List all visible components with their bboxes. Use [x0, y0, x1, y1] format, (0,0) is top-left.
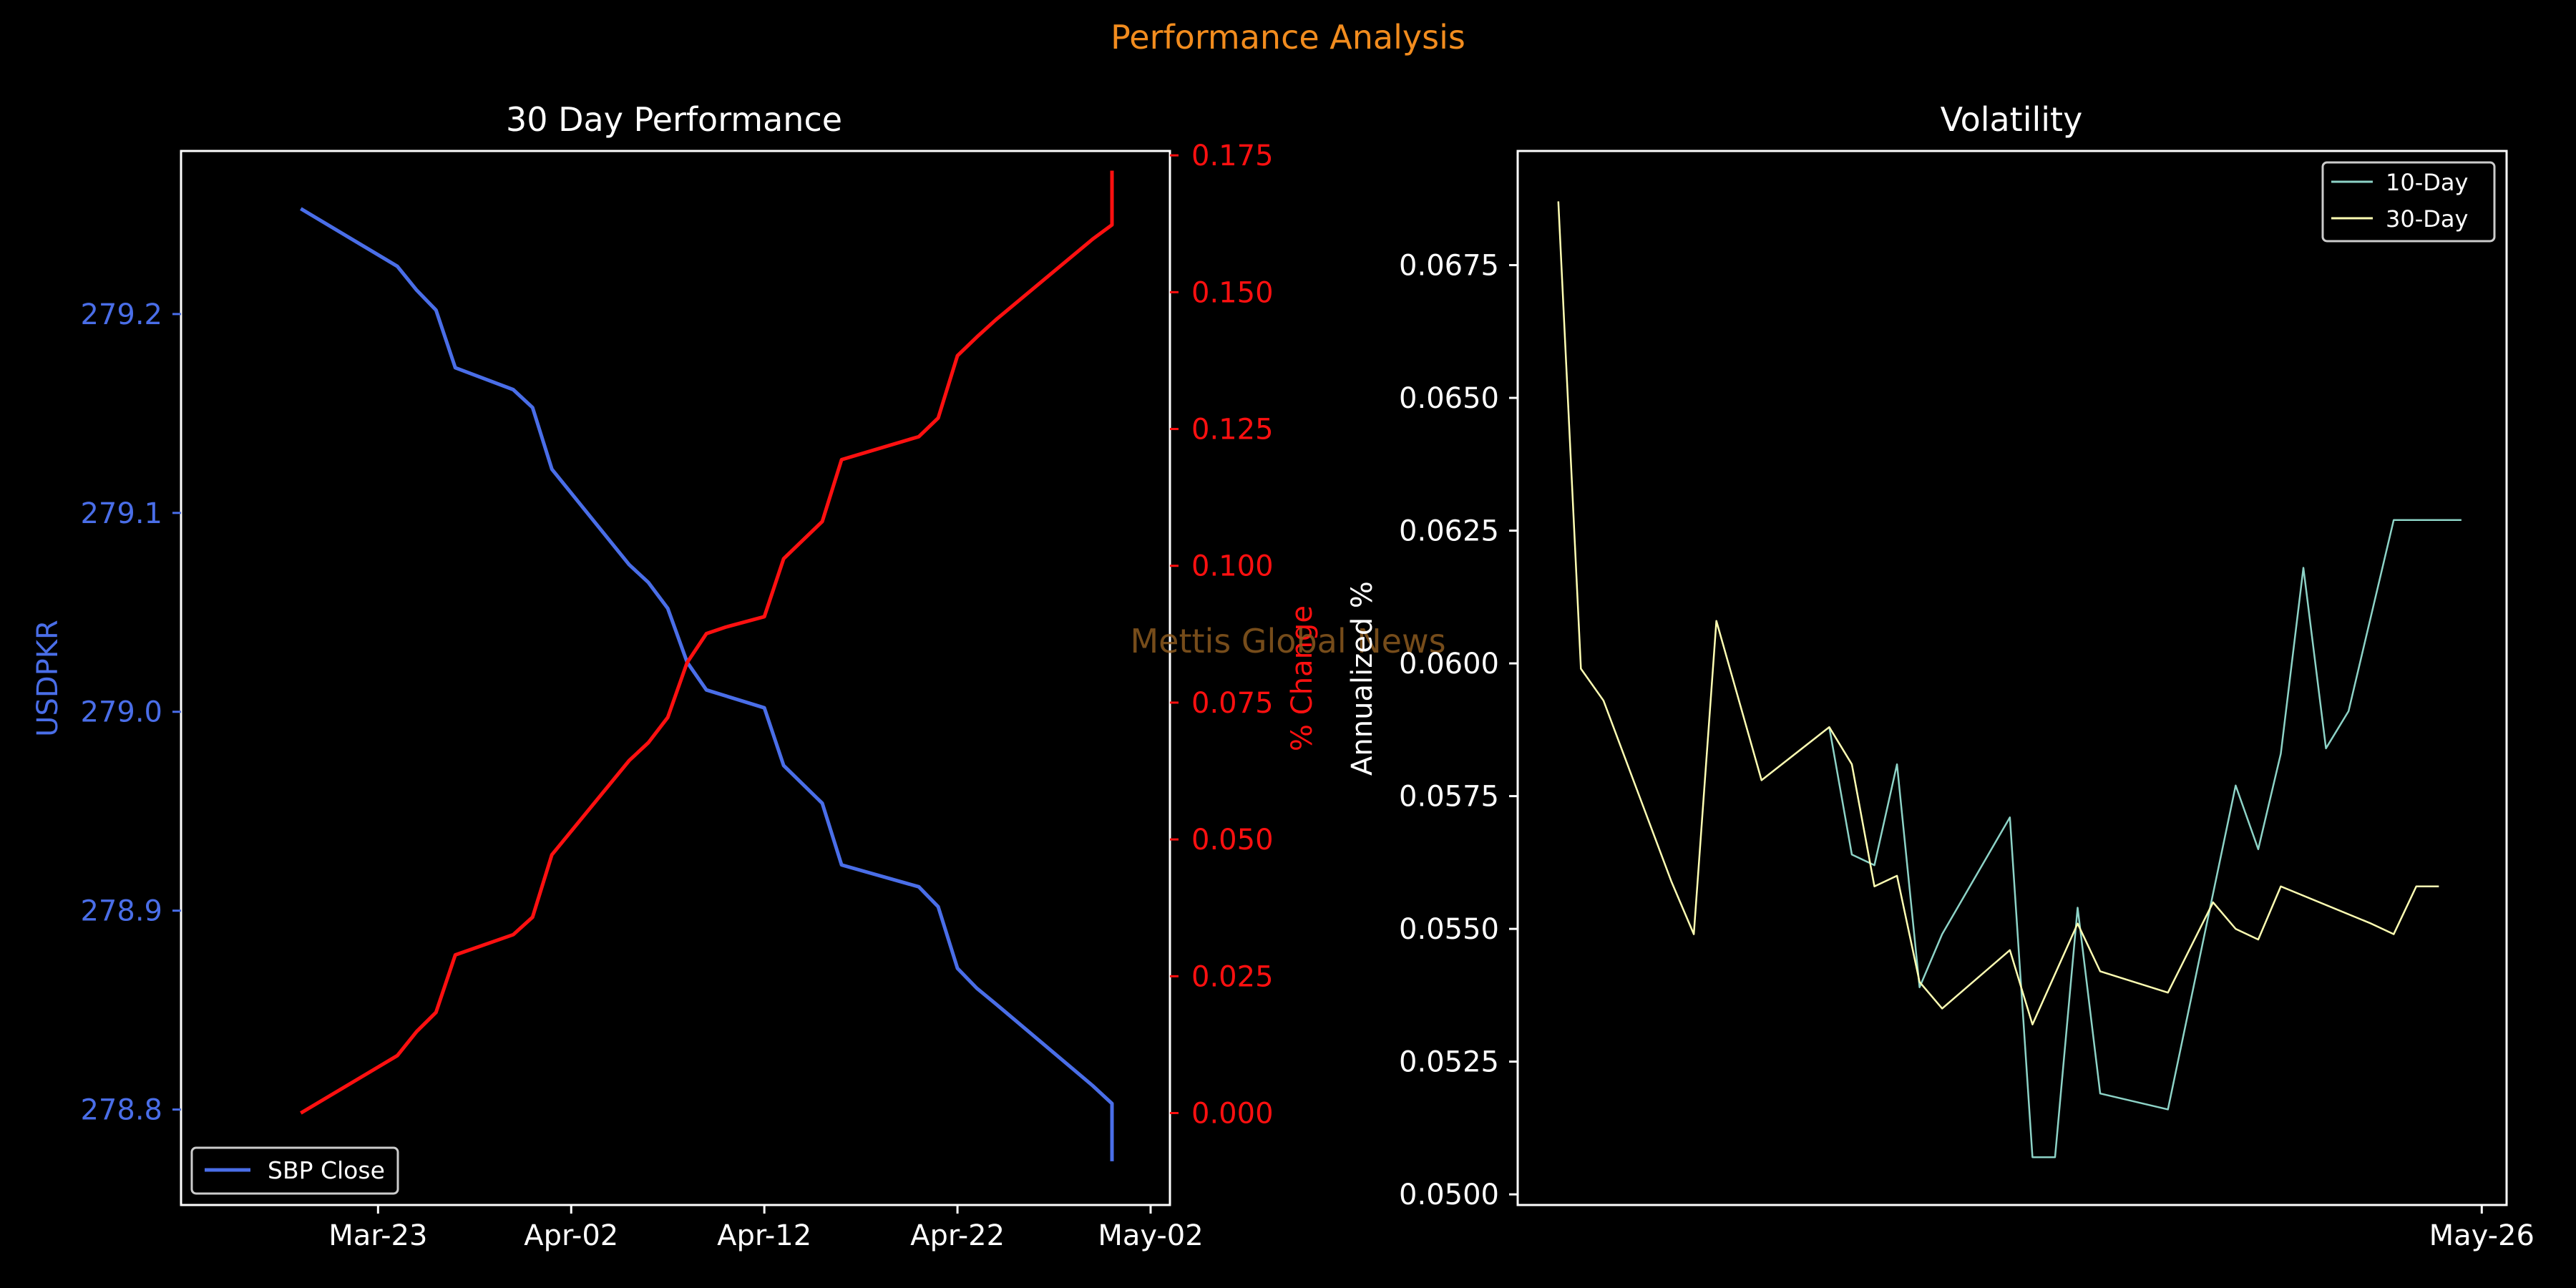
- thirty-day-volatility-line: [1557, 201, 2439, 1025]
- volatility-y-axis: 0.0500 0.0525 0.0550 0.0575 0.0600 0.0625 0.06…: [1399, 250, 1518, 1211]
- right-tick-label: 0.025: [1191, 960, 1274, 993]
- performance-chart-title: 30 Day Performance: [506, 100, 842, 139]
- performance-x-axis: Mar-23 Apr-02 Apr-12 Apr-22 May-02: [328, 1205, 1204, 1252]
- x-tick-label: May-02: [1098, 1219, 1203, 1252]
- left-tick-label: 278.8: [80, 1094, 162, 1127]
- vol-tick-label: 0.0500: [1399, 1179, 1499, 1211]
- volatility-chart: Volatility 0.0500 0.0525 0.0550 0.0575 0.060…: [1346, 100, 2534, 1252]
- volatility-ylabel: Annualized %: [1346, 581, 1379, 776]
- x-tick-label: Apr-22: [910, 1219, 1005, 1252]
- vol-tick-label: 0.0625: [1399, 515, 1499, 548]
- performance-chart-frame: [180, 150, 1171, 1206]
- performance-legend: SBP Close: [190, 1146, 399, 1195]
- vol-tick-label: 0.0675: [1399, 250, 1499, 283]
- performance-right-axis: 0.000 0.025 0.050 0.075 0.100 0.125 0.150 0.175: [1170, 140, 1274, 1131]
- volatility-legend-label-30day: 30-Day: [2386, 205, 2468, 233]
- left-tick-label: 279.1: [80, 497, 162, 530]
- vol-tick-label: 0.0525: [1399, 1046, 1499, 1079]
- vol-tick-label: 0.0650: [1399, 382, 1499, 415]
- right-tick-label: 0.000: [1191, 1098, 1274, 1131]
- performance-left-axis: 278.8 278.9 279.0 279.1 279.2: [80, 298, 181, 1127]
- x-tick-label: Mar-23: [328, 1219, 427, 1252]
- right-tick-label: 0.075: [1191, 687, 1274, 720]
- vol-tick-label: 0.0575: [1399, 781, 1499, 814]
- performance-legend-box: [190, 1146, 399, 1195]
- volatility-chart-marks: [1557, 201, 2462, 1158]
- vol-tick-label: 0.0600: [1399, 648, 1499, 680]
- x-tick-label: Apr-02: [524, 1219, 618, 1252]
- performance-chart-marks: [300, 170, 1114, 1161]
- volatility-chart-title: Volatility: [1941, 100, 2083, 139]
- right-tick-label: 0.125: [1191, 414, 1274, 447]
- sbp-close-line: [300, 207, 1114, 1161]
- watermark: Mettis Global News: [1130, 622, 1445, 660]
- right-tick-label: 0.175: [1191, 140, 1274, 172]
- ten-day-volatility-line: [1828, 519, 2462, 1158]
- volatility-chart-frame: [1516, 150, 2508, 1206]
- right-tick-label: 0.050: [1191, 824, 1274, 857]
- vol-tick-label: 0.0550: [1399, 913, 1499, 946]
- volatility-x-axis: May-26: [2429, 1205, 2534, 1252]
- left-tick-label: 279.0: [80, 696, 162, 729]
- performance-ylabel-right: % Change: [1286, 605, 1319, 751]
- right-tick-label: 0.100: [1191, 550, 1274, 583]
- vol-x-tick-label: May-26: [2429, 1219, 2534, 1252]
- performance-chart: 30 Day Performance 278.8278.9279.0279.12…: [31, 100, 1319, 1252]
- performance-legend-label: SBP Close: [268, 1156, 385, 1184]
- suptitle: Performance Analysis: [1111, 18, 1465, 57]
- right-tick-label: 0.150: [1191, 276, 1274, 309]
- left-tick-label: 279.2: [80, 298, 162, 331]
- performance-ylabel-left: USDPKR: [31, 620, 64, 737]
- x-tick-label: Apr-12: [717, 1219, 811, 1252]
- left-tick-label: 278.9: [80, 895, 162, 928]
- volatility-legend: 10-Day 30-Day: [2321, 161, 2496, 243]
- percent-change-line: [300, 170, 1114, 1115]
- volatility-legend-label-10day: 10-Day: [2386, 169, 2468, 196]
